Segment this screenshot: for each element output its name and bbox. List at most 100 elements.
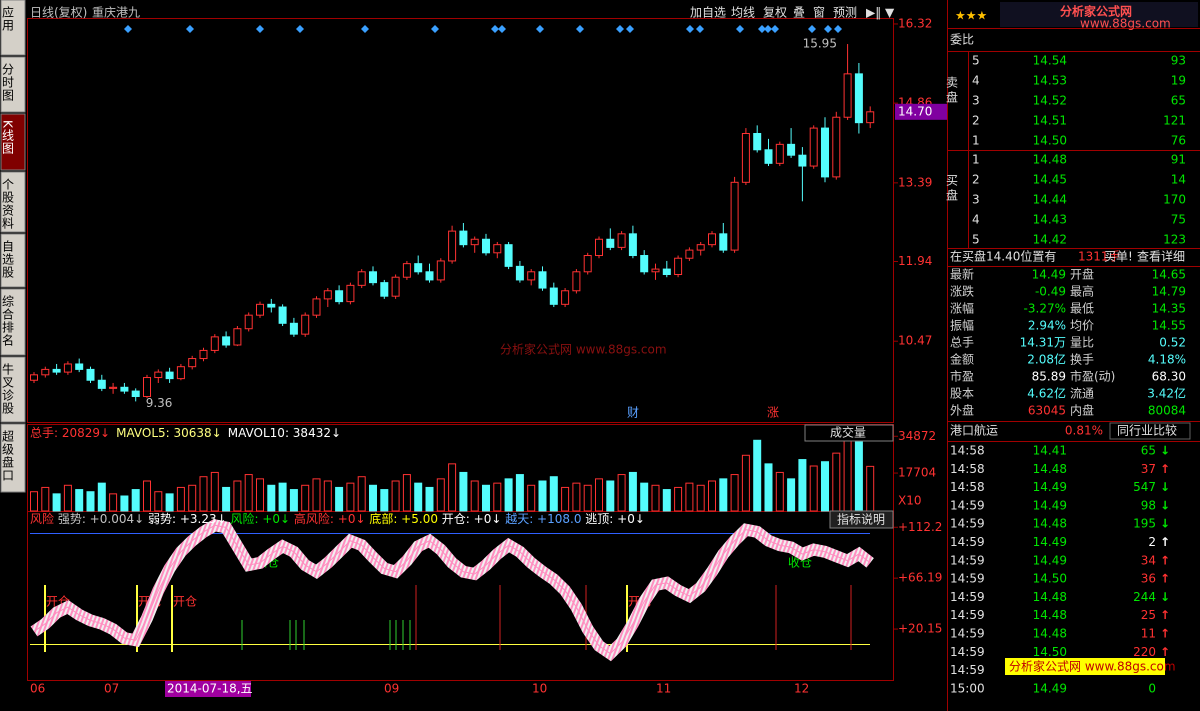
stat-label: 外盘	[950, 403, 974, 418]
toolbar-button[interactable]: 均线	[731, 6, 755, 20]
toolbar-button[interactable]: 窗	[813, 6, 825, 20]
sector-name: 港口航运	[950, 423, 998, 438]
stat-value: -3.27%	[1024, 302, 1066, 316]
volume-bar	[222, 486, 231, 512]
volume-bar	[775, 471, 784, 512]
candle-body	[809, 127, 818, 167]
signal-diamond	[758, 25, 766, 33]
toolbar-arrows: ▶‖ ▼	[866, 6, 895, 20]
header-item: 总手: 20829↓	[30, 426, 110, 440]
indicator-line	[33, 524, 871, 655]
stat-value: 14.65	[1152, 268, 1186, 282]
price: 14.54	[1033, 54, 1067, 68]
sidebar-tab[interactable]	[0, 423, 26, 493]
volume: 121	[1163, 114, 1186, 128]
stat-label: 金额	[950, 352, 974, 367]
signal-diamond	[736, 25, 744, 33]
candle-body	[289, 322, 298, 335]
volume-bar	[595, 478, 603, 512]
price: 14.43	[1033, 213, 1067, 227]
date-highlight	[165, 681, 251, 697]
trade-volume: 195	[1133, 517, 1156, 531]
candle-body	[244, 314, 253, 330]
stat-value: 4.18%	[1148, 353, 1186, 367]
trade-volume: 25	[1141, 608, 1156, 622]
sidebar-tab-label: 自选股	[1, 240, 15, 279]
level: 1	[972, 153, 980, 167]
x-axis-label: 12	[794, 682, 809, 696]
header-item: MAVOL5: 30638↓	[116, 426, 222, 440]
sidebar-tab[interactable]	[0, 113, 26, 171]
trade-volume: 220	[1133, 645, 1156, 659]
candle-body	[436, 260, 445, 281]
volume-bar	[52, 493, 61, 512]
volume-bar	[380, 489, 389, 512]
volume-bar	[719, 478, 728, 512]
dropdown-label[interactable]: 成交量	[830, 425, 866, 440]
signal-diamond	[256, 25, 264, 33]
button[interactable]	[829, 510, 894, 529]
price: 14.50	[1033, 134, 1067, 148]
header-item: 开仓: +0↓	[442, 512, 505, 526]
candle-body	[764, 149, 773, 164]
stat-value: 3.42亿	[1147, 386, 1186, 401]
candle-body	[493, 244, 502, 254]
volume: 75	[1171, 213, 1186, 227]
trade-price: 14.50	[1033, 645, 1067, 659]
volume-bar	[843, 429, 852, 512]
toolbar-button[interactable]: 叠	[793, 6, 805, 20]
button[interactable]	[1109, 422, 1191, 440]
button-label[interactable]: 同行业比较	[1117, 423, 1177, 438]
sidebar-tab-label: 牛叉诊股	[1, 362, 15, 415]
signal-diamond	[808, 25, 816, 33]
candle-body	[143, 377, 151, 398]
toolbar-button[interactable]: 加自选	[690, 6, 726, 20]
logo-box	[1000, 2, 1198, 27]
candle-body	[606, 238, 615, 248]
sidebar-tab[interactable]	[0, 56, 26, 113]
candle-body	[674, 257, 683, 275]
volume: 93	[1171, 54, 1186, 68]
volume-bar	[708, 480, 716, 512]
volume-bar	[391, 480, 400, 512]
trade-arrow: ↓	[1160, 480, 1170, 494]
candle-body	[832, 116, 841, 178]
trade-price: 14.49	[1033, 535, 1067, 549]
sidebar-tab[interactable]	[0, 0, 26, 56]
candle-body	[527, 271, 536, 281]
volume: 123	[1163, 233, 1186, 247]
sidebar-tab[interactable]	[0, 233, 26, 288]
volume-bar	[798, 459, 807, 512]
logo-name: 分析家公式网	[1060, 4, 1132, 19]
trade-time: 14:59	[950, 590, 985, 604]
sidebar-tab[interactable]	[0, 171, 26, 233]
toolbar-button[interactable]: 复权	[763, 6, 787, 20]
trade-volume: 11	[1141, 627, 1156, 641]
volume-bar	[278, 482, 287, 512]
level: 2	[972, 173, 980, 187]
header-item: 底部: +5.00	[369, 511, 441, 526]
notice-text[interactable]: 查看详细	[1137, 249, 1185, 264]
volume-bar	[685, 482, 694, 512]
stat-value: -0.49	[1035, 285, 1066, 299]
trade-arrow: ↓	[1160, 444, 1170, 458]
toolbar-button[interactable]: 预测	[833, 6, 857, 20]
volume-bar	[267, 484, 276, 512]
panel-header: 总手: 20829↓ MAVOL5: 30638↓ MAVOL10: 38432↓	[30, 426, 341, 440]
sidebar-tab[interactable]	[0, 288, 26, 356]
button-label[interactable]: 指标说明	[837, 512, 885, 527]
level: 4	[972, 213, 980, 227]
sidebar-tab[interactable]	[0, 356, 26, 423]
volume-bar	[448, 463, 457, 512]
volume: 91	[1171, 153, 1186, 167]
volume-bar	[41, 486, 50, 512]
volume-bar	[131, 489, 140, 512]
volume-bar	[312, 478, 321, 512]
dropdown[interactable]	[804, 424, 894, 442]
volume-bar	[402, 474, 411, 512]
candle-body	[278, 306, 287, 324]
stat-value: 80084	[1148, 404, 1186, 418]
trade-volume: 37	[1141, 462, 1156, 476]
buy-label: 买盘	[945, 174, 959, 204]
watermark-box	[1005, 658, 1165, 675]
